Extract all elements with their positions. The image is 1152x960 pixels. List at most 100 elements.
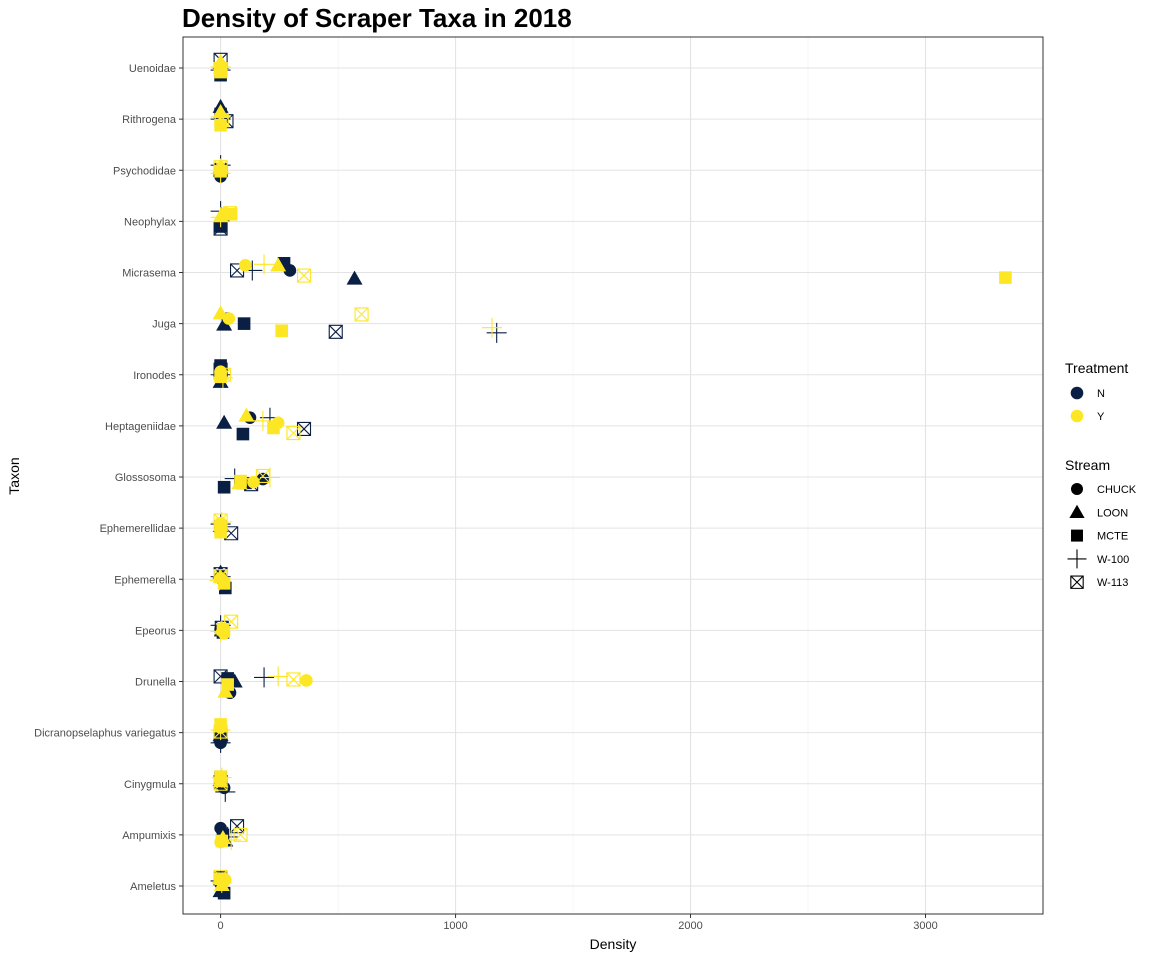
y-tick-label: Ephemerellidae [100, 523, 176, 535]
y-tick-label: Micrasema [122, 268, 177, 280]
legend-label-treatment-y: Y [1097, 411, 1105, 423]
panel-border [182, 36, 1044, 915]
panel-background [183, 37, 1043, 914]
y-tick-label: Ironodes [133, 370, 176, 382]
point-micrasema-mcte-y [999, 271, 1012, 284]
y-tick-label: Dicranopselaphus variegatus [34, 728, 176, 740]
x-tick-label: 0 [218, 920, 224, 932]
point-epeorus-w-113-y [224, 614, 239, 629]
point-cinygmula-mcte-y [214, 770, 227, 783]
point-heptageniidae-loon-y [238, 407, 255, 422]
point-juga-mcte-n [237, 317, 251, 330]
point-ephemerella-w-100-y [209, 570, 230, 591]
legend-label-treatment-n: N [1097, 388, 1105, 400]
y-tick-label: Epeorus [135, 625, 176, 637]
y-tick-label: Rithrogena [122, 114, 177, 126]
point-ameletus-w-113-y [213, 869, 228, 884]
legend-key-stream-loon [1069, 504, 1085, 518]
point-juga-w-100-n [486, 322, 507, 343]
legend: Treatment NY Stream CHUCK LOON MCTE W-100 W-… [1065, 360, 1137, 589]
point-heptageniidae-loon-n [216, 414, 233, 429]
point-rithrogena-w-113-y [214, 113, 229, 128]
y-axis: Ameletus Ampumixis Cinygmula Dicranopselaph… [34, 63, 183, 893]
y-tick-label: Ameletus [130, 881, 176, 893]
y-tick-label: Heptageniidae [105, 421, 176, 433]
legend-key-treatment-n [1070, 386, 1084, 400]
point-rithrogena-w-100-y [210, 107, 231, 128]
point-glossosoma-mcte-n [217, 480, 231, 494]
point-neophylax-w-100-y [210, 207, 231, 228]
y-tick-label: Ephemerella [114, 574, 177, 586]
y-tick-label: Uenoidae [129, 63, 176, 75]
chart-title: Density of Scraper Taxa in 2018 [182, 3, 572, 33]
legend-label-stream-loon: LOON [1097, 507, 1128, 519]
point-heptageniidae-w-113-y [286, 425, 301, 441]
legend-key-treatment-y [1070, 409, 1084, 423]
y-tick-label: Glossosoma [115, 472, 177, 484]
point-ampumixis-w-100-y [221, 829, 242, 850]
y-tick-label: Cinygmula [124, 779, 177, 791]
point-heptageniidae-mcte-n [236, 427, 250, 441]
point-heptageniidae-mcte-y [267, 421, 280, 435]
legend-key-stream-chuck [1071, 483, 1083, 495]
point-uenoidae-w-113-y [213, 61, 228, 77]
point-juga-mcte-y [275, 324, 288, 338]
x-axis-label: Density [590, 936, 637, 952]
y-tick-label: Drunella [135, 677, 177, 689]
point-micrasema-loon-y [270, 257, 287, 272]
legend-label-stream-w-113: W-113 [1097, 577, 1128, 589]
point-juga-loon-y [212, 305, 229, 320]
legend-label-stream-w-100: W-100 [1097, 554, 1129, 566]
x-tick-label: 3000 [913, 920, 937, 932]
legend-stream-title: Stream [1065, 457, 1110, 473]
grid [183, 37, 1043, 914]
point-drunella-w-100-y [268, 666, 289, 687]
y-tick-label: Neophylax [124, 216, 176, 228]
point-micrasema-w-100-y [254, 254, 275, 275]
x-tick-label: 1000 [443, 920, 467, 932]
legend-key-stream-w-113 [1070, 575, 1084, 589]
point-ephemerellidae-mcte-y [214, 525, 227, 539]
point-juga-w-113-n [328, 324, 343, 339]
point-drunella-w-113-y [286, 672, 301, 687]
legend-treatment-keys: NY [1070, 386, 1105, 423]
points-layer [209, 52, 1012, 900]
point-ephemerella-w-113-y [213, 569, 228, 584]
point-psychodidae-w-113-y [213, 160, 228, 175]
point-glossosoma-w-113-y [255, 468, 270, 484]
point-ampumixis-mcte-y [215, 834, 229, 848]
point-ironodes-w-113-y [217, 367, 232, 382]
point-ampumixis-w-113-y [233, 827, 248, 842]
point-juga-w-113-y [354, 307, 369, 322]
point-ampumixis-w-113-n [229, 819, 245, 834]
point-drunella-chuck-y [300, 674, 313, 687]
legend-stream-keys: CHUCK LOON MCTE W-100 W-113 [1067, 483, 1137, 589]
point-dicranopselaphus-variegatus-w-113-y [213, 724, 228, 739]
y-tick-label: Juga [152, 319, 177, 331]
legend-label-stream-mcte: MCTE [1097, 531, 1128, 543]
legend-label-stream-chuck: CHUCK [1097, 484, 1137, 496]
point-drunella-w-100-n [254, 667, 275, 688]
legend-treatment-title: Treatment [1065, 360, 1128, 376]
point-neophylax-w-113-y [222, 206, 238, 221]
point-epeorus-w-100-y [210, 621, 231, 642]
point-heptageniidae-w-100-y [252, 410, 273, 431]
y-tick-label: Psychodidae [113, 165, 176, 177]
point-cinygmula-w-113-y [213, 776, 228, 791]
point-glossosoma-mcte-y [234, 474, 247, 488]
legend-key-stream-mcte [1071, 529, 1083, 542]
x-tick-label: 2000 [678, 920, 702, 932]
point-ameletus-chuck-y [218, 873, 232, 887]
point-ephemerellidae-w-113-y [213, 513, 228, 528]
point-micrasema-loon-n [346, 270, 363, 285]
point-juga-loon-n [216, 316, 233, 331]
point-micrasema-chuck-y [238, 259, 252, 272]
point-ironodes-w-100-y [212, 367, 233, 388]
y-tick-label: Ampumixis [122, 830, 176, 842]
point-micrasema-w-113-y [296, 268, 312, 283]
x-axis: 0 1000 2000 3000 [218, 914, 938, 932]
point-drunella-mcte-y [221, 678, 234, 691]
legend-key-stream-w-100 [1067, 549, 1087, 569]
y-axis-label: Taxon [6, 457, 22, 494]
